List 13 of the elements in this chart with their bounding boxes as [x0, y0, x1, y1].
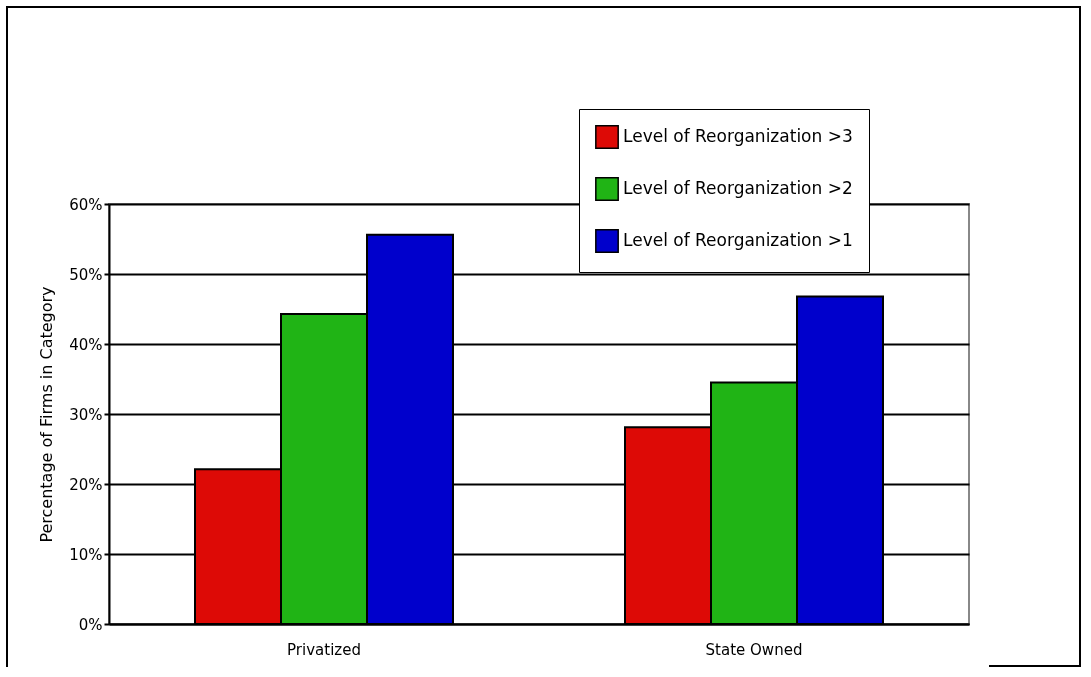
y-tick-label: 50%: [69, 265, 103, 284]
y-tick-label: 30%: [69, 405, 103, 424]
y-tick-label: 0%: [78, 615, 103, 634]
legend-label: Level of Reorganization >1: [623, 230, 853, 250]
x-tick-label: Privatized: [287, 640, 361, 659]
y-axis-title: Percentage of Firms in Category: [37, 286, 57, 543]
legend-label: Level of Reorganization >3: [623, 126, 853, 146]
y-tick-label: 10%: [69, 545, 103, 564]
y-tick-label: 20%: [69, 475, 103, 494]
x-tick-label: State Owned: [705, 640, 803, 659]
y-tick-label: 60%: [69, 195, 103, 214]
legend-label: Level of Reorganization >2: [623, 178, 853, 198]
y-tick-label: 40%: [69, 335, 103, 354]
